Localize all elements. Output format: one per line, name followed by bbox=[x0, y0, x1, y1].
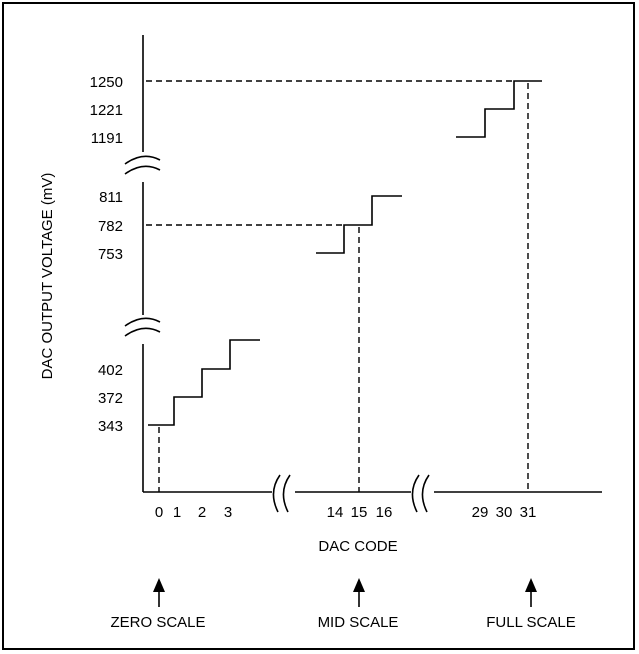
mid-scale-label: MID SCALE bbox=[318, 614, 399, 631]
mid-scale-marker: MID SCALE bbox=[318, 578, 399, 631]
full-scale-label: FULL SCALE bbox=[486, 614, 575, 631]
y-tick-402: 402 bbox=[98, 362, 123, 379]
y-tick-343: 343 bbox=[98, 418, 123, 435]
full-scale-marker: FULL SCALE bbox=[486, 578, 576, 631]
x-tick-15: 15 bbox=[351, 504, 368, 521]
mid-scale-staircase bbox=[316, 195, 402, 254]
zero-scale-marker: ZERO SCALE bbox=[110, 578, 206, 631]
y-tick-782: 782 bbox=[98, 218, 123, 235]
x-tick-1: 1 bbox=[173, 504, 181, 521]
x-tick-16: 16 bbox=[376, 504, 393, 521]
y-tick-372: 372 bbox=[98, 390, 123, 407]
x-tick-30: 30 bbox=[496, 504, 513, 521]
x-axis-label: DAC CODE bbox=[318, 538, 397, 555]
x-tick-2: 2 bbox=[198, 504, 206, 521]
y-tick-811: 811 bbox=[99, 189, 123, 206]
zero-scale-label: ZERO SCALE bbox=[110, 614, 205, 631]
y-tick-753: 753 bbox=[98, 246, 123, 263]
y-tick-1191: 1191 bbox=[91, 130, 123, 147]
y-tick-1250: 1250 bbox=[90, 74, 123, 91]
y-axis-break-upper bbox=[124, 155, 161, 175]
y-axis-break-lower bbox=[124, 317, 161, 337]
x-tick-3: 3 bbox=[224, 504, 232, 521]
x-tick-31: 31 bbox=[520, 504, 537, 521]
x-tick-0: 0 bbox=[155, 504, 163, 521]
full-scale-arrow-head bbox=[525, 578, 537, 592]
x-tick-29: 29 bbox=[472, 504, 489, 521]
mid-scale-arrow-head bbox=[353, 578, 365, 592]
zero-scale-arrow-head bbox=[153, 578, 165, 592]
full-scale-staircase bbox=[456, 80, 542, 138]
y-axis-label: DAC OUTPUT VOLTAGE (mV) bbox=[39, 173, 56, 380]
x-axis-break-right bbox=[411, 474, 430, 513]
zero-scale-staircase bbox=[148, 339, 260, 426]
y-tick-1221: 1221 bbox=[90, 102, 123, 119]
x-tick-14: 14 bbox=[327, 504, 344, 521]
x-axis-break-left bbox=[272, 474, 291, 513]
